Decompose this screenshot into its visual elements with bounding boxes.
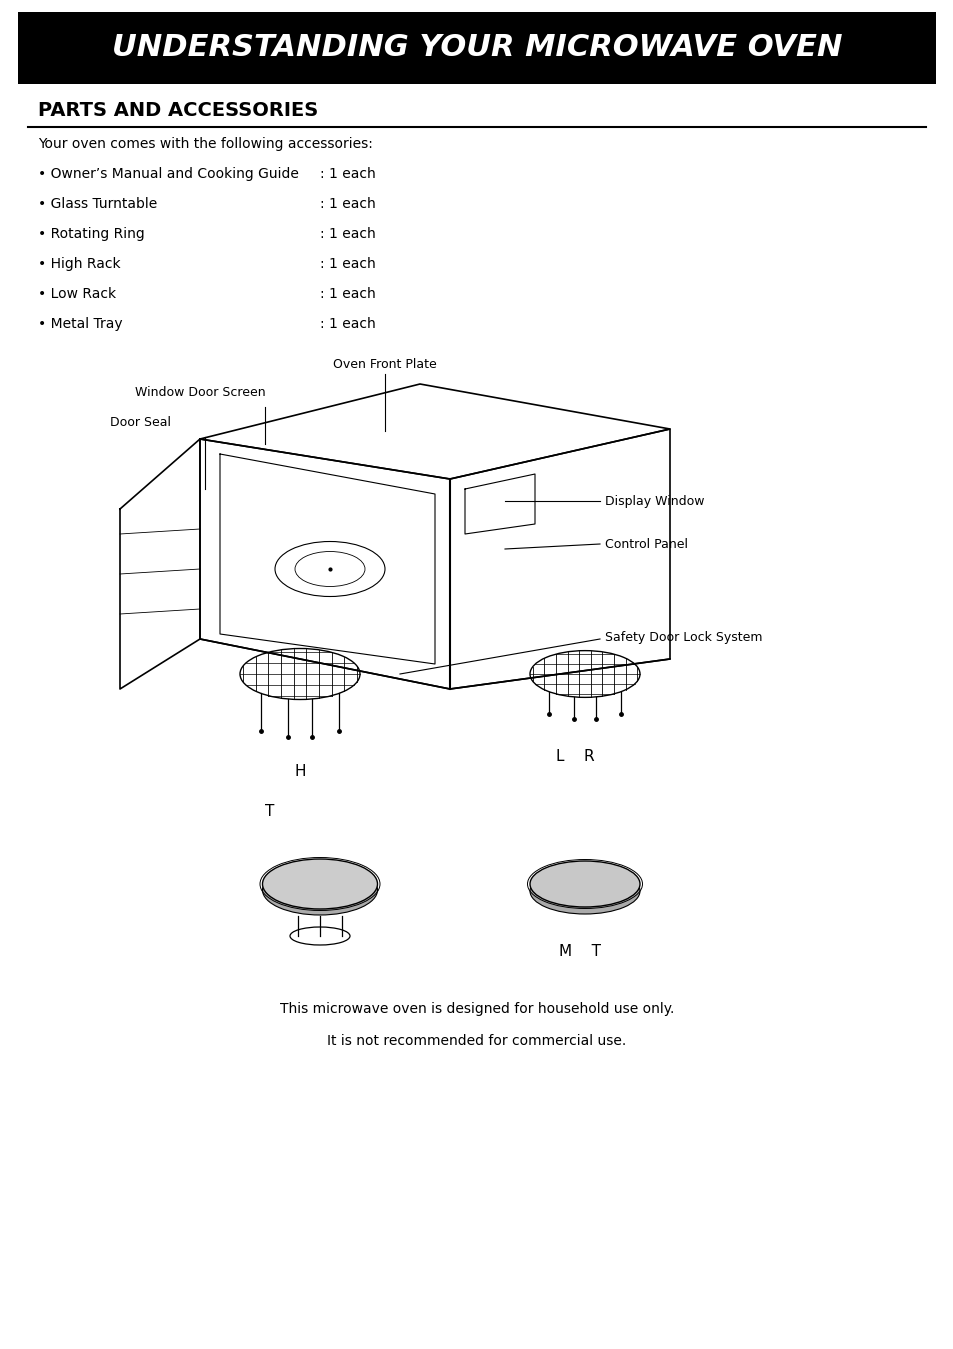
Text: : 1 each: : 1 each [319,167,375,181]
Text: • Glass Turntable: • Glass Turntable [38,197,157,210]
Text: • Owner’s Manual and Cooking Guide: • Owner’s Manual and Cooking Guide [38,167,298,181]
Text: Control Panel: Control Panel [604,537,687,550]
Text: • Low Rack: • Low Rack [38,287,116,301]
Ellipse shape [530,861,639,907]
Text: • Rotating Ring: • Rotating Ring [38,227,145,241]
Text: This microwave oven is designed for household use only.: This microwave oven is designed for hous… [279,1002,674,1016]
Text: Your oven comes with the following accessories:: Your oven comes with the following acces… [38,138,373,151]
FancyBboxPatch shape [18,12,935,84]
Text: Safety Door Lock System: Safety Door Lock System [604,630,761,643]
Text: • Metal Tray: • Metal Tray [38,317,123,331]
Text: L    R: L R [555,749,594,764]
Text: Window Door Screen: Window Door Screen [134,386,265,399]
Text: : 1 each: : 1 each [319,197,375,210]
Text: : 1 each: : 1 each [319,317,375,331]
Ellipse shape [262,865,377,915]
Text: UNDERSTANDING YOUR MICROWAVE OVEN: UNDERSTANDING YOUR MICROWAVE OVEN [112,34,841,62]
Text: H: H [294,764,305,778]
Text: T: T [265,804,274,819]
Text: It is not recommended for commercial use.: It is not recommended for commercial use… [327,1033,626,1048]
Ellipse shape [262,859,377,909]
Text: M    T: M T [558,944,600,959]
Text: : 1 each: : 1 each [319,227,375,241]
Text: : 1 each: : 1 each [319,258,375,271]
Text: PARTS AND ACCESSORIES: PARTS AND ACCESSORIES [38,101,318,120]
Text: • High Rack: • High Rack [38,258,120,271]
Text: : 1 each: : 1 each [319,287,375,301]
Text: Door Seal: Door Seal [110,415,171,429]
Text: Oven Front Plate: Oven Front Plate [333,357,436,371]
Text: Display Window: Display Window [604,495,703,507]
Ellipse shape [530,867,639,915]
